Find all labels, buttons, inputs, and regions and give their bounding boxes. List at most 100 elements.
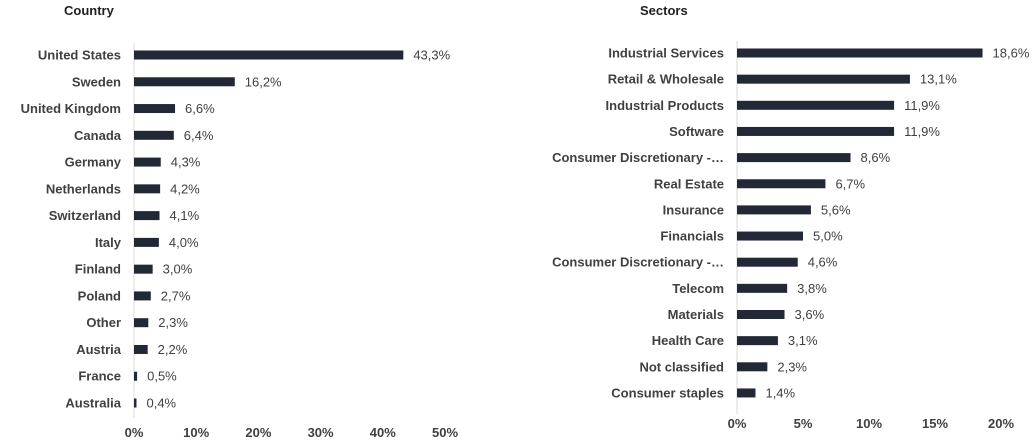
country-category-label: Netherlands xyxy=(46,181,121,196)
sectors-category-label: Not classified xyxy=(639,359,724,374)
country-x-tick-label: 30% xyxy=(308,425,334,440)
country-category-label: United Kingdom xyxy=(21,101,121,116)
sectors-category-label: Health Care xyxy=(652,333,724,348)
country-bar xyxy=(134,371,138,381)
country-category-label: Austria xyxy=(76,342,122,357)
country-category-label: Other xyxy=(86,315,121,330)
sectors-data-label: 5,0% xyxy=(813,229,843,244)
country-category-label: United States xyxy=(38,48,121,63)
sectors-bar xyxy=(737,336,778,346)
sectors-bar xyxy=(737,126,895,136)
sectors-chart: Industrial Services 18,6% Retail & Wholesa… xyxy=(552,41,1030,431)
country-chart-title: Country xyxy=(64,3,115,18)
sectors-data-label: 18,6% xyxy=(993,46,1030,61)
sectors-bar xyxy=(737,257,798,267)
country-data-label: 6,6% xyxy=(185,101,215,116)
country-category-label: Poland xyxy=(78,288,121,303)
country-bar xyxy=(134,77,235,87)
country-data-label: 4,3% xyxy=(171,155,201,170)
country-bar xyxy=(134,318,149,328)
sectors-data-label: 4,6% xyxy=(808,255,838,270)
sectors-category-label: Consumer staples xyxy=(611,385,724,400)
sectors-category-label: Financials xyxy=(660,229,724,244)
country-bar xyxy=(134,237,159,247)
sectors-bar xyxy=(737,48,983,58)
country-bar xyxy=(134,398,137,408)
country-bar xyxy=(134,157,161,167)
country-data-label: 2,2% xyxy=(158,342,188,357)
sectors-data-label: 13,1% xyxy=(920,72,957,87)
sectors-data-label: 11,9% xyxy=(904,124,940,139)
sectors-bar xyxy=(737,100,895,110)
sectors-category-label: Industrial Services xyxy=(608,46,724,61)
sectors-bar xyxy=(737,231,803,241)
country-data-label: 4,1% xyxy=(170,208,200,223)
sectors-bar xyxy=(737,283,788,293)
country-category-label: Italy xyxy=(95,235,122,250)
sectors-category-label: Consumer Discretionary -… xyxy=(552,150,724,165)
sectors-data-label: 11,9% xyxy=(904,98,940,113)
sectors-bar xyxy=(737,179,826,189)
sectors-bar xyxy=(737,205,811,215)
country-x-tick-label: 50% xyxy=(432,425,458,440)
country-bar xyxy=(134,344,148,354)
country-bar xyxy=(134,211,160,221)
country-data-label: 0,5% xyxy=(147,369,177,384)
country-x-tick-label: 0% xyxy=(125,425,144,440)
sectors-category-label: Telecom xyxy=(672,281,724,296)
sectors-category-label: Industrial Products xyxy=(606,98,724,113)
country-category-label: Finland xyxy=(75,262,121,277)
sectors-category-label: Insurance xyxy=(663,202,724,217)
country-data-label: 0,4% xyxy=(146,396,176,411)
sectors-data-label: 5,6% xyxy=(821,202,851,217)
sectors-data-label: 3,8% xyxy=(797,281,827,296)
country-category-label: Canada xyxy=(74,128,122,143)
country-bar xyxy=(134,50,404,60)
country-chart: United States 43,3% Sweden 16,2% United King… xyxy=(21,43,458,440)
sectors-data-label: 3,1% xyxy=(788,333,818,348)
sectors-category-label: Software xyxy=(669,124,724,139)
country-bar xyxy=(134,104,176,114)
sectors-category-label: Materials xyxy=(668,307,724,322)
sectors-chart-title: Sectors xyxy=(640,3,688,18)
country-bar xyxy=(134,264,153,274)
country-data-label: 4,0% xyxy=(169,235,199,250)
sectors-data-label: 1,4% xyxy=(765,385,795,400)
sectors-data-label: 6,7% xyxy=(835,176,865,191)
country-data-label: 16,2% xyxy=(245,74,282,89)
country-category-label: Germany xyxy=(65,155,122,170)
country-bar xyxy=(134,184,161,194)
sectors-bar xyxy=(737,310,785,319)
sectors-bar xyxy=(737,388,756,398)
sectors-x-tick-label: 10% xyxy=(856,416,882,431)
sectors-x-tick-label: 20% xyxy=(988,416,1014,431)
country-category-label: France xyxy=(78,369,121,384)
sectors-x-tick-label: 0% xyxy=(728,416,747,431)
sectors-category-label: Retail & Wholesale xyxy=(608,72,724,87)
sectors-bar xyxy=(737,74,910,84)
sectors-category-label: Real Estate xyxy=(654,176,724,191)
country-data-label: 2,7% xyxy=(161,288,191,303)
country-x-tick-label: 10% xyxy=(183,425,209,440)
sectors-x-tick-label: 15% xyxy=(922,416,948,431)
country-data-label: 6,4% xyxy=(184,128,214,143)
country-data-label: 43,3% xyxy=(413,48,450,63)
country-x-tick-label: 40% xyxy=(370,425,396,440)
country-category-label: Australia xyxy=(65,396,121,411)
sectors-bar xyxy=(737,153,851,163)
sectors-data-label: 8,6% xyxy=(861,150,891,165)
country-data-label: 3,0% xyxy=(163,262,193,277)
sectors-x-tick-label: 5% xyxy=(794,416,813,431)
country-category-label: Switzerland xyxy=(49,208,121,223)
sectors-data-label: 3,6% xyxy=(795,307,825,322)
sectors-bar xyxy=(737,362,768,372)
country-data-label: 4,2% xyxy=(170,181,200,196)
sectors-data-label: 2,3% xyxy=(777,359,807,374)
country-category-label: Sweden xyxy=(72,74,121,89)
country-x-tick-label: 20% xyxy=(245,425,271,440)
country-bar xyxy=(134,291,151,301)
country-bar xyxy=(134,130,174,140)
sectors-category-label: Consumer Discretionary -… xyxy=(552,255,724,270)
country-data-label: 2,3% xyxy=(158,315,188,330)
